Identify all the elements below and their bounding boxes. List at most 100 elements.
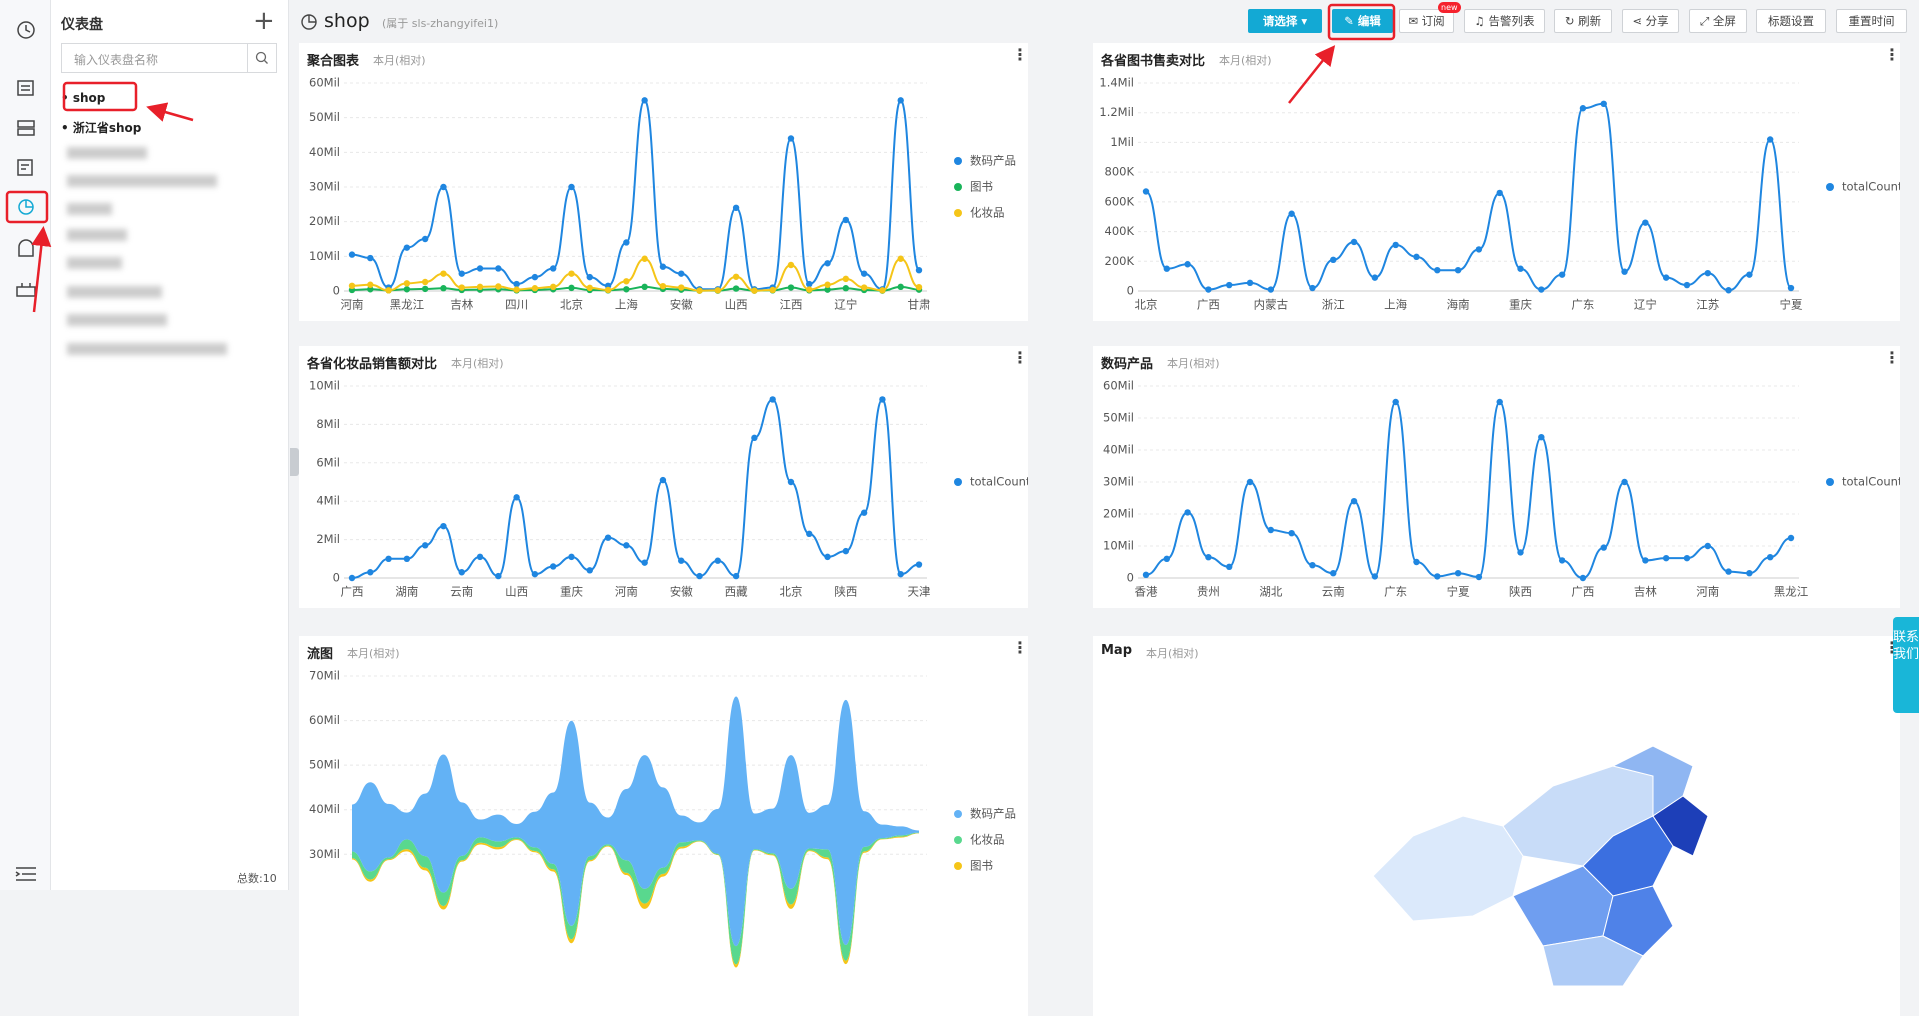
y-tick-label: 4Mil	[316, 494, 340, 508]
point	[897, 570, 904, 578]
share-button[interactable]: ⋖ 分享	[1622, 9, 1679, 33]
x-tick-label: 河南	[341, 298, 364, 312]
x-tick-label: 北京	[779, 585, 802, 599]
point	[1787, 284, 1795, 292]
search-input[interactable]: 输入仪表盘名称	[61, 43, 277, 73]
panel-subtitle: 本月(相对)	[347, 647, 400, 660]
line	[351, 99, 920, 291]
x-tick-label: 重庆	[560, 585, 583, 599]
fullscreen-button[interactable]: ⤢ 全屏	[1689, 9, 1747, 33]
panel: 各省图书售卖对比 本月(相对) ⋮ 0 200K 400K 600K 800K 1Mil 1.2M…	[1093, 43, 1900, 321]
point	[348, 282, 356, 289]
point	[495, 283, 502, 290]
icon-robot[interactable]	[16, 286, 36, 297]
edit-button[interactable]: ✎ 编辑	[1332, 9, 1393, 33]
legend-marker	[954, 810, 962, 818]
item-label: 浙江省shop	[72, 121, 142, 135]
line	[351, 257, 920, 292]
search-button[interactable]	[247, 43, 277, 73]
x-tick-label: 贵州	[1197, 585, 1220, 599]
panel-chart: 0 10Mil 20Mil 30Mil 40Mil 50Mil 60Mil 河南 黑龙江 吉林 四川…	[309, 76, 1016, 312]
icon-collapse[interactable]	[15, 867, 36, 881]
point	[1517, 265, 1524, 272]
point	[1226, 281, 1233, 289]
refresh-button[interactable]: ↻ 刷新	[1554, 9, 1612, 33]
blurred-item	[67, 147, 147, 159]
y-tick-label: 2Mil	[316, 532, 340, 546]
y-tick-label: 30Mil	[309, 847, 340, 861]
point	[1766, 554, 1774, 561]
y-tick-label: 200K	[1105, 254, 1135, 268]
subscribe-button[interactable]: ✉ 订阅	[1399, 9, 1454, 33]
y-tick-label: 50Mil	[309, 110, 340, 124]
panel-subtitle: 本月(相对)	[1167, 357, 1220, 370]
panel: Map 本月(相对) ⋮	[1093, 636, 1900, 1016]
dashboard-owner: (属于 sls-zhangyifei1)	[382, 17, 499, 30]
icon-logs[interactable]	[17, 80, 34, 96]
panel-menu[interactable]: ⋮	[1012, 45, 1028, 64]
line	[1145, 102, 1792, 292]
panel-menu[interactable]: ⋮	[1012, 638, 1028, 657]
y-tick-label: 6Mil	[316, 455, 340, 469]
x-tick-label: 浙江	[1322, 298, 1345, 312]
x-tick-label: 北京	[1135, 298, 1158, 312]
y-tick-label: 10Mil	[309, 379, 340, 393]
add-button[interactable]: +	[253, 6, 275, 36]
y-tick-label: 40Mil	[309, 145, 340, 159]
point	[495, 265, 502, 272]
legend-label: 化妆品	[970, 206, 1005, 220]
legend-marker	[954, 157, 962, 165]
point	[897, 97, 904, 104]
point	[1350, 238, 1358, 246]
point	[403, 280, 411, 287]
point	[1413, 558, 1420, 566]
y-tick-label: 400K	[1105, 224, 1135, 238]
point	[769, 396, 776, 403]
point	[1371, 274, 1379, 281]
point	[1787, 534, 1795, 542]
list-item[interactable]: • shop	[61, 91, 106, 105]
contact-tab[interactable]: 联系我们	[1893, 617, 1919, 713]
panel-menu[interactable]: ⋮	[1884, 348, 1900, 367]
point	[678, 284, 685, 291]
legend-label: totalCount	[1842, 180, 1900, 194]
icon-history[interactable]	[17, 21, 35, 39]
panel-title: 数码产品	[1101, 357, 1154, 372]
point	[348, 574, 356, 582]
list-item[interactable]: • 浙江省shop	[61, 121, 142, 135]
point	[696, 572, 703, 580]
panel: 数码产品 本月(相对) ⋮ 0 10Mil 20Mil 30Mil 40Mil 50Mil 60M…	[1093, 346, 1900, 608]
panel-menu[interactable]: ⋮	[1012, 348, 1028, 367]
x-tick-label: 山西	[505, 585, 528, 599]
point	[915, 283, 923, 291]
collapse-tab[interactable]	[290, 448, 299, 476]
y-tick-label: 1.4Mil	[1099, 76, 1134, 90]
y-tick-label: 60Mil	[1103, 379, 1134, 393]
x-tick-label: 辽宁	[1634, 298, 1657, 312]
panel-menu[interactable]: ⋮	[1884, 45, 1900, 64]
point	[1330, 256, 1337, 263]
point	[458, 270, 465, 277]
y-tick-label: 0	[333, 284, 340, 298]
panel-subtitle: 本月(相对)	[1146, 647, 1199, 660]
point	[751, 434, 758, 442]
point	[568, 284, 575, 292]
icon-query[interactable]	[17, 159, 33, 176]
select-button[interactable]: 请选择 ▾	[1248, 9, 1322, 33]
reset-time-button[interactable]: 重置时间	[1836, 9, 1907, 33]
x-tick-label: 广西	[1571, 585, 1594, 599]
legend-marker	[1826, 478, 1834, 486]
legend-label: 数码产品	[970, 807, 1016, 821]
title-settings-button[interactable]: 标题设置	[1756, 9, 1826, 33]
point	[769, 286, 776, 294]
point	[659, 263, 667, 270]
point	[586, 567, 593, 574]
alerts-button[interactable]: ♫ 告警列表	[1464, 9, 1545, 33]
icon-alert[interactable]	[18, 239, 34, 257]
y-tick-label: 0	[333, 571, 340, 585]
point	[385, 287, 392, 294]
point	[1142, 571, 1150, 578]
point	[1600, 100, 1607, 107]
x-tick-label: 广东	[1384, 585, 1407, 599]
icon-store[interactable]	[17, 120, 35, 128]
